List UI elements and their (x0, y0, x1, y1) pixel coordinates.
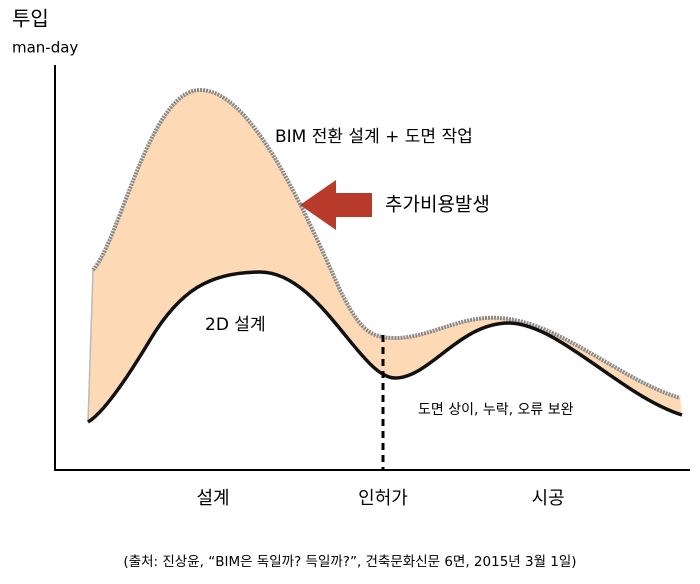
2d-curve (87, 270, 683, 424)
phase-label: 시공 (531, 488, 564, 509)
arrow (300, 180, 372, 230)
extra-cost-area (88, 90, 682, 422)
bim-curve (91, 87, 681, 400)
extra-cost-label: 추가비용발생 (385, 194, 490, 216)
y-axis-title: 투입 (12, 7, 49, 31)
phase-label: 설계 (196, 488, 229, 509)
bim-label: BIM 전환 설계 + 도면 작업 (275, 127, 473, 147)
left-edge (87, 269, 94, 423)
source: (출처: 진상윤, “BIM은 독일까? 득일까?”, 건축문화신문 6면, 2… (123, 554, 576, 570)
y-axis-unit: man-day (12, 39, 78, 57)
phase-label: 인허가 (358, 488, 408, 509)
fix-label: 도면 상이, 누락, 오류 보완 (418, 402, 574, 418)
2d-label: 2D 설계 (205, 315, 266, 335)
